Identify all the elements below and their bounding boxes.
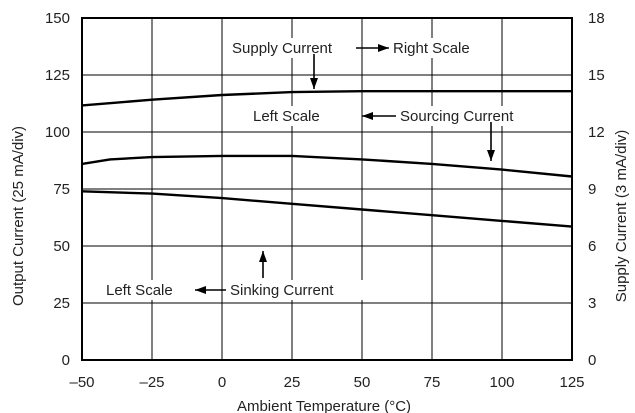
tick-labels: –50 –25 0 25 50 75 100 125025507510012515003691… bbox=[45, 10, 605, 391]
annotation-supply-current: Supply Current bbox=[232, 40, 333, 57]
annotation-left-scale-1-bg bbox=[249, 106, 343, 126]
annotation-arrow-to-left-scale-2-head bbox=[195, 286, 206, 294]
annotations: Supply Current Right Scale Left Scale Sourc… bbox=[102, 38, 542, 300]
x-tick-label: 0 bbox=[218, 374, 226, 391]
annotation-right-scale: Right Scale bbox=[393, 40, 470, 57]
y-tick-label: 25 bbox=[53, 295, 70, 312]
sinking-current-curve bbox=[81, 190, 573, 228]
x-tick-label: 125 bbox=[559, 374, 584, 391]
annotation-right-scale-bg bbox=[389, 38, 492, 58]
x-tick-label: 50 bbox=[354, 374, 371, 391]
y2-tick-label: 9 bbox=[588, 181, 596, 198]
annotation-arrow-to-left-scale-1-head bbox=[362, 112, 373, 120]
annotation-pointer-supply-head bbox=[310, 78, 318, 89]
annotation-left-scale-2-bg bbox=[102, 280, 196, 300]
y-axis-label: Output Current (25 mA/div) bbox=[10, 126, 27, 306]
annotation-pointer-sourcing-head bbox=[487, 150, 495, 161]
y2-tick-label: 6 bbox=[588, 238, 596, 255]
annotation-sourcing-current: Sourcing Current bbox=[400, 108, 514, 125]
y2-tick-label: 15 bbox=[588, 67, 605, 84]
y2-axis-label: Supply Current (3 mA/div) bbox=[613, 130, 630, 303]
x-tick-label: 25 bbox=[284, 374, 301, 391]
annotation-sourcing-current-bg bbox=[396, 106, 542, 126]
y2-tick-label: 12 bbox=[588, 124, 605, 141]
y-tick-label: 0 bbox=[62, 352, 70, 369]
y2-tick-label: 3 bbox=[588, 295, 596, 312]
y-tick-label: 125 bbox=[45, 67, 70, 84]
y-tick-label: 150 bbox=[45, 10, 70, 27]
plot-frame bbox=[81, 17, 573, 361]
y2-tick-label: 0 bbox=[588, 352, 596, 369]
x-tick-label: 75 bbox=[424, 374, 441, 391]
curves bbox=[81, 89, 573, 228]
annotation-sinking-current: Sinking Current bbox=[230, 282, 334, 299]
annotation-supply-current-bg bbox=[228, 38, 357, 58]
annotation-pointer-sinking-head bbox=[259, 251, 267, 262]
x-tick-label: –50 bbox=[69, 374, 94, 391]
x-tick-label: –25 bbox=[139, 374, 164, 391]
y-tick-label: 100 bbox=[45, 124, 70, 141]
y2-tick-label: 18 bbox=[588, 10, 605, 27]
sourcing-current-curve bbox=[81, 154, 573, 178]
x-tick-label: 100 bbox=[489, 374, 514, 391]
annotation-arrow-to-right-scale-head bbox=[378, 44, 389, 52]
annotation-left-scale-2: Left Scale bbox=[106, 282, 173, 299]
annotation-left-scale-1: Left Scale bbox=[253, 108, 320, 125]
annotation-sinking-current-bg bbox=[226, 280, 363, 300]
x-axis-label: Ambient Temperature (°C) bbox=[237, 398, 411, 413]
y-tick-label: 50 bbox=[53, 238, 70, 255]
y-tick-label: 75 bbox=[53, 181, 70, 198]
supply-current-curve bbox=[81, 89, 572, 107]
grid-lines bbox=[82, 18, 572, 360]
